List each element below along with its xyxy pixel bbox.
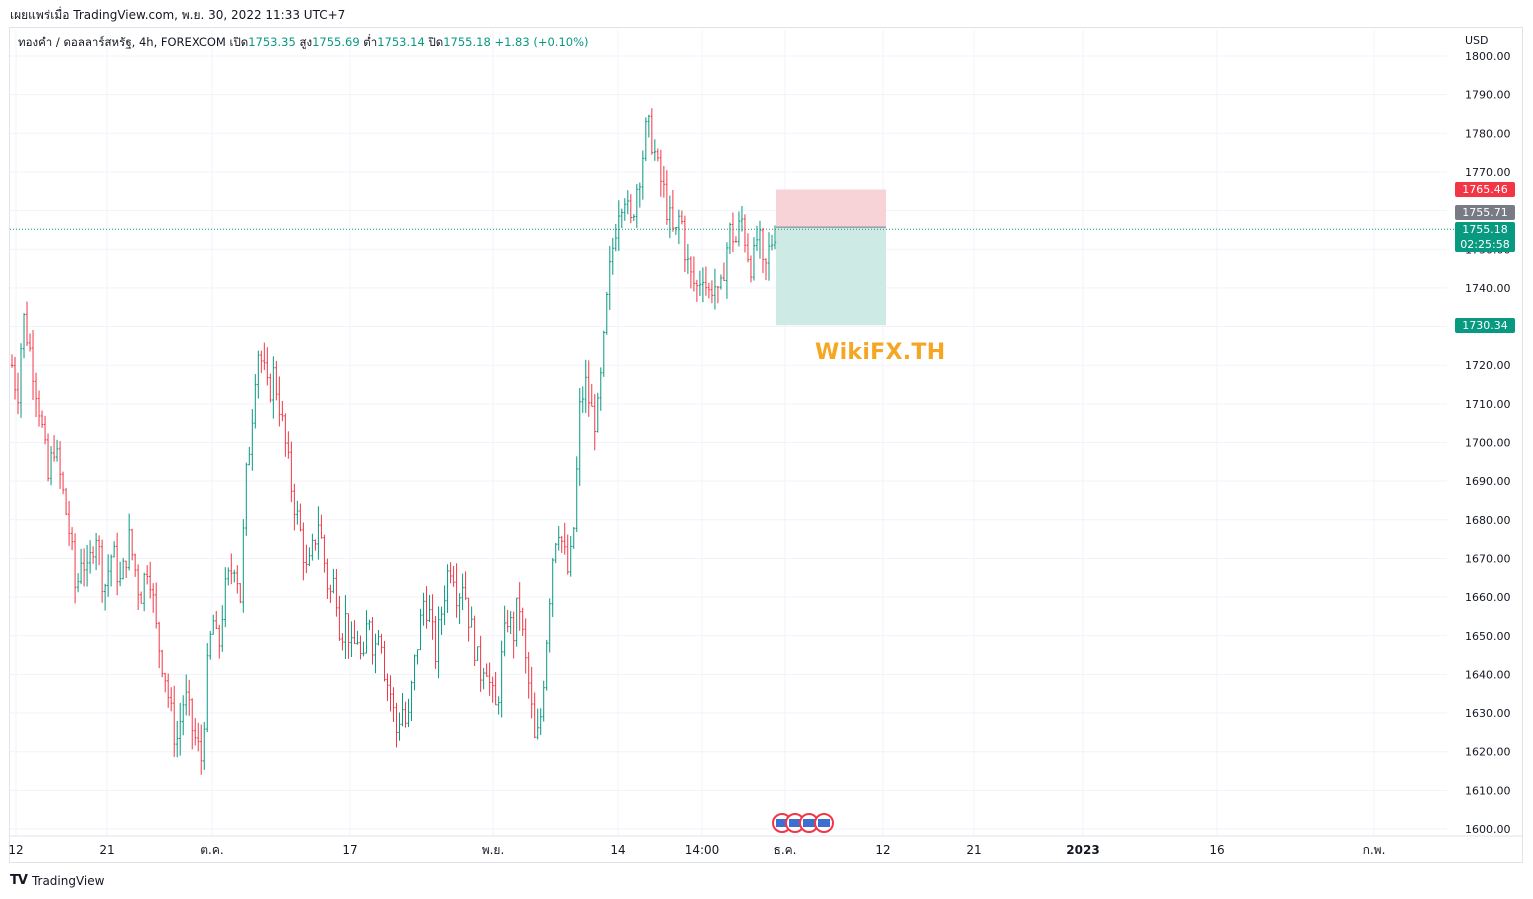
price-tick-label: 1780.00 xyxy=(1465,127,1511,140)
bar-countdown: 02:25:58 xyxy=(1460,238,1510,251)
take-profit-zone xyxy=(776,227,886,326)
time-tick-label: 12 xyxy=(875,843,890,857)
target-price-tag: 1730.34 xyxy=(1455,318,1515,333)
tradingview-brand: TradingView xyxy=(31,873,105,888)
price-tick-label: 1710.00 xyxy=(1465,398,1511,411)
tradingview-logo-icon: TV xyxy=(10,873,28,888)
price-tick-label: 1660.00 xyxy=(1465,591,1511,604)
legend-open-label: เปิด xyxy=(229,35,249,49)
watermark-text: WikiFX.TH xyxy=(815,340,946,365)
chart-area[interactable] xyxy=(9,27,1523,863)
legend-change: +1.83 (+0.10%) xyxy=(494,35,589,49)
time-tick-label: 17 xyxy=(342,843,357,857)
price-tick-label: 1790.00 xyxy=(1465,89,1511,102)
us-flag-event-icon xyxy=(818,819,830,827)
last-price-tag: 1755.18 02:25:58 xyxy=(1455,222,1515,252)
price-tick-label: 1600.00 xyxy=(1465,823,1511,836)
price-tick-label: 1640.00 xyxy=(1465,668,1511,681)
us-flag-event-icon xyxy=(776,819,788,827)
price-tick-label: 1770.00 xyxy=(1465,166,1511,179)
price-tick-label: 1630.00 xyxy=(1465,707,1511,720)
price-tick-label: 1680.00 xyxy=(1465,514,1511,527)
time-tick-label: 12 xyxy=(8,843,23,857)
position-zones xyxy=(10,189,1455,326)
price-tick-label: 1700.00 xyxy=(1465,437,1511,450)
us-flag-event-icon xyxy=(803,819,815,827)
legend-low-label: ต่ำ xyxy=(363,35,378,49)
price-tick-label: 1650.00 xyxy=(1465,630,1511,643)
time-tick-label: ต.ค. xyxy=(200,843,223,857)
time-tick-label: ธ.ค. xyxy=(774,843,797,857)
us-flag-event-icon xyxy=(789,819,801,827)
legend-low: 1753.14 xyxy=(377,35,425,49)
legend-high-label: สูง xyxy=(299,35,313,49)
candles xyxy=(10,108,777,775)
price-tick-label: 1720.00 xyxy=(1465,359,1511,372)
time-tick-label: 14:00 xyxy=(685,843,720,857)
legend-high: 1755.69 xyxy=(312,35,360,49)
legend-open: 1753.35 xyxy=(248,35,296,49)
price-tick-label: 1690.00 xyxy=(1465,475,1511,488)
price-tick-label: 1670.00 xyxy=(1465,552,1511,565)
economic-events xyxy=(772,813,834,833)
last-price-value: 1755.18 xyxy=(1462,223,1508,236)
chart-grid xyxy=(10,30,1447,836)
tradingview-logo[interactable]: TV TradingView xyxy=(10,873,104,888)
time-tick-label: ก.พ. xyxy=(1363,843,1386,857)
price-tick-label: 1740.00 xyxy=(1465,282,1511,295)
time-tick-label: 14 xyxy=(610,843,625,857)
stop-loss-zone xyxy=(776,189,886,228)
published-timestamp: เผยแพร่เมื่อ TradingView.com, พ.ย. 30, 2… xyxy=(10,8,346,22)
price-tick-label: 1620.00 xyxy=(1465,746,1511,759)
entry-price-tag: 1755.71 xyxy=(1455,205,1515,220)
time-tick-label: 2023 xyxy=(1066,843,1099,857)
time-tick-label: 21 xyxy=(99,843,114,857)
legend-close: 1755.18 xyxy=(443,35,491,49)
currency-label[interactable]: USD xyxy=(1465,34,1489,47)
legend-close-label: ปิด xyxy=(428,35,444,49)
symbol-legend: ทองคำ / ดอลลาร์สหรัฐ, 4h, FOREXCOM เปิด1… xyxy=(18,34,589,52)
time-tick-label: 16 xyxy=(1209,843,1224,857)
price-tick-label: 1610.00 xyxy=(1465,784,1511,797)
time-tick-label: พ.ย. xyxy=(482,843,505,857)
time-axis: 12 21 ต.ค. 17 พ.ย. 14 14:00 ธ.ค. 12 21 2023 16 ก.พ. xyxy=(8,835,1523,857)
legend-symbol: ทองคำ / ดอลลาร์สหรัฐ, 4h, FOREXCOM xyxy=(18,35,226,49)
price-axis: 1600.00 1610.00 1620.00 1630.00 1640.00 1650.… xyxy=(1465,50,1511,836)
time-tick-label: 21 xyxy=(966,843,981,857)
price-tick-label: 1800.00 xyxy=(1465,50,1511,63)
stop-price-tag: 1765.46 xyxy=(1455,182,1515,197)
